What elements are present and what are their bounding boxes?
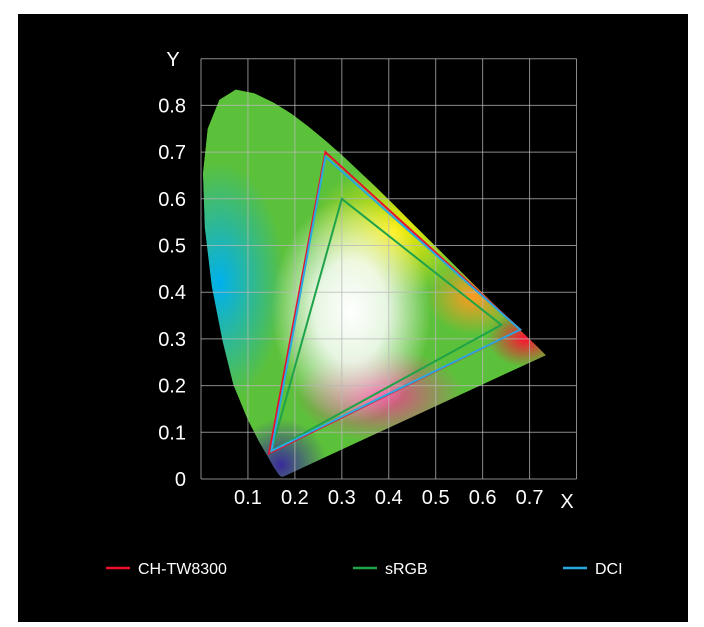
legend: CH-TW8300 sRGB DCI xyxy=(106,561,623,578)
gamut-triangles xyxy=(267,150,522,456)
legend-label-dci: DCI xyxy=(595,561,623,578)
x-tick-label: 0.6 xyxy=(469,487,497,509)
x-axis-label: X xyxy=(560,491,573,513)
y-tick-label: 0 xyxy=(175,469,186,491)
y-axis-label: Y xyxy=(166,49,179,71)
spectral-locus xyxy=(202,89,546,477)
legend-label-ch-tw8300: CH-TW8300 xyxy=(138,561,227,578)
cie-chromaticity-chart: 00.10.20.30.40.50.60.70.8 0.1 0.2 0.3 0.4 0.… xyxy=(106,49,623,578)
x-tick-label: 0.4 xyxy=(375,487,403,509)
x-tick-labels: 0.1 0.2 0.3 0.4 0.5 0.6 0.7 xyxy=(234,487,543,509)
x-tick-label: 0.7 xyxy=(516,487,544,509)
x-tick-label: 0.2 xyxy=(281,487,309,509)
y-tick-label: 0.2 xyxy=(158,376,186,398)
x-tick-label: 0.5 xyxy=(422,487,450,509)
y-tick-label: 0.3 xyxy=(158,329,186,351)
y-tick-label: 0.1 xyxy=(158,422,186,444)
chart-frame: 0 0.1 0.2 0.3 0.4 0.5 0.6 0.7 0.8 0.1 0.2 0.3 0.4 0.… xyxy=(18,14,688,622)
x-tick-label: 0.1 xyxy=(234,487,262,509)
gamut-triangle-srgb xyxy=(269,197,504,454)
gamut-triangle-dci xyxy=(270,154,522,453)
y-tick-label: 0.8 xyxy=(158,95,186,117)
y-tick-label: 0.6 xyxy=(158,189,186,211)
y-tick-label: 0.5 xyxy=(158,236,186,258)
legend-label-srgb: sRGB xyxy=(385,561,428,578)
y-tick-label: 0.4 xyxy=(158,282,186,304)
y-tick-label: 0.7 xyxy=(158,142,186,164)
y-tick-labels: 0 0.1 0.2 0.3 0.4 0.5 0.6 0.7 0.8 xyxy=(158,95,186,491)
x-tick-label: 0.3 xyxy=(328,487,356,509)
